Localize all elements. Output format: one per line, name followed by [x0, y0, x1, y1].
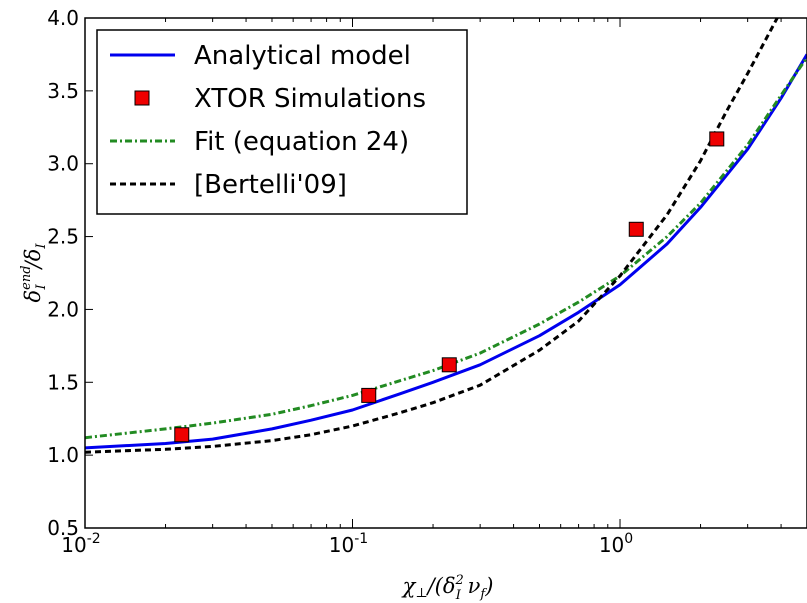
axis-ticks [84, 17, 807, 529]
legend-label-3: [Bertelli'09] [194, 170, 347, 200]
legend-label-1: XTOR Simulations [194, 84, 426, 114]
y-tick-label: 4.0 [47, 6, 79, 30]
x-tick-label: 10-2 [61, 531, 100, 557]
plot-frame [84, 17, 807, 529]
axis-tick-labels: 0.5 1.0 1.5 2.0 2.5 3.0 3.5 4.0 10-2 10-1 100 [47, 6, 633, 557]
y-tick-label: 0.5 [47, 516, 79, 540]
series-line-0 [85, 53, 807, 450]
legend-label-0: Analytical model [194, 41, 411, 71]
x-tick-label: 100 [599, 531, 633, 557]
y-tick-label: 1.5 [47, 370, 79, 394]
data-point [709, 131, 725, 147]
x-tick-label: 10-1 [329, 531, 368, 557]
y-axis-label: δendI/δI [19, 243, 49, 303]
y-tick-label: 2.0 [47, 297, 79, 321]
y-tick-label: 2.5 [47, 225, 79, 249]
legend: Analytical model XTOR Simulations Fit (equ… [96, 29, 468, 215]
y-tick-label: 1.0 [47, 443, 79, 467]
series-line-2 [85, 56, 807, 440]
legend-label-2: Fit (equation 24) [194, 127, 409, 157]
legend-swatch-1 [134, 90, 150, 106]
series-line-3 [85, 18, 779, 454]
data-point [174, 427, 190, 443]
data-point [441, 357, 457, 373]
x-axis-label: χ⊥/(δ2 I νf) [401, 573, 494, 603]
data-point [628, 221, 644, 237]
legend-box [96, 29, 468, 215]
plot-series [85, 18, 807, 454]
data-point [361, 387, 377, 403]
plot-markers [174, 131, 725, 443]
y-tick-label: 3.5 [47, 79, 79, 103]
y-tick-label: 3.0 [47, 152, 79, 176]
